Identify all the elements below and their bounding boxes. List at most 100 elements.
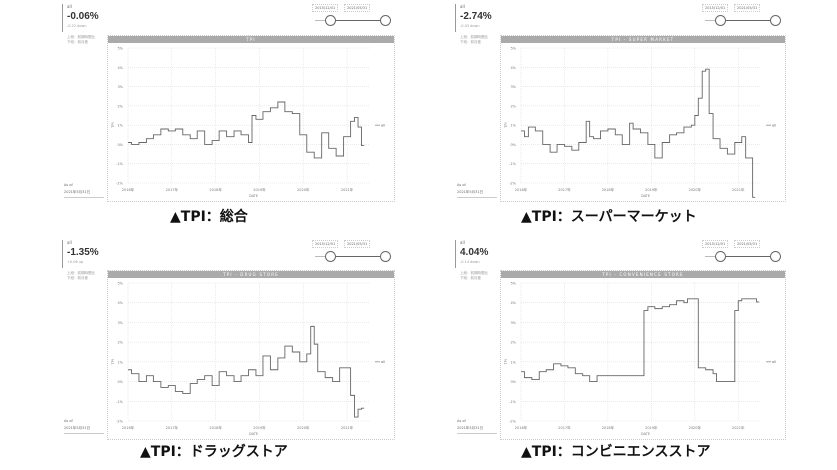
y-tick-label: 5%: [510, 282, 516, 286]
kpi-value: -2.74%: [460, 11, 492, 22]
y-tick-label: 2%: [117, 104, 123, 108]
kpi-accent-bar: [455, 4, 456, 32]
kpi-meta-lower: 下段：前月差: [67, 40, 88, 44]
range-end-date[interactable]: 2021/05/31: [344, 4, 371, 12]
x-tick-label: 2017年: [166, 425, 179, 430]
chart-title-bar: TPI - CONVENIENCE STORE: [501, 271, 785, 278]
slider-end-handle[interactable]: [380, 15, 391, 26]
kpi-meta-lower: 下段：前月差: [460, 276, 481, 280]
y-axis-label: TPI: [111, 359, 115, 365]
chart-container: TPI - CONVENIENCE STORE 5% 4% 3% 2% 1% 0% -1% -…: [500, 270, 786, 440]
slider-start-handle[interactable]: [325, 251, 336, 262]
kpi-meta-upper: 上段：前期時間比: [460, 35, 488, 39]
y-tick-label: 1%: [510, 124, 516, 128]
x-tick-label: 2017年: [166, 187, 179, 192]
y-tick-label: 4%: [117, 301, 123, 305]
chart-container: TPI - DRUG STORE 5% 4% 3% 2% 1% 0% -1% -2% 2016年…: [107, 270, 395, 440]
y-tick-label: 0%: [117, 380, 123, 384]
x-tick-label: 2018年: [209, 187, 222, 192]
kpi-delta: +0.06 up: [67, 260, 84, 264]
x-tick-label: 2020年: [689, 425, 702, 430]
range-end-date[interactable]: 2021/05/31: [734, 240, 761, 248]
slider-end-handle[interactable]: [380, 251, 391, 262]
x-tick-label: 2016年: [515, 425, 528, 430]
kpi-series-label: all: [460, 4, 465, 9]
kpi-meta-upper: 上段：前期時間比: [67, 271, 95, 275]
chart-title-bar: TPI - SUPER MARKET: [501, 36, 785, 43]
chart-title-bar: TPI - DRUG STORE: [108, 271, 394, 278]
kpi-meta-upper: 上段：前期時間比: [460, 271, 488, 275]
step-line-chart[interactable]: 5% 4% 3% 2% 1% 0% -1% -2%2016年 2017年 2018年 2019年 20…: [501, 43, 785, 201]
range-end-date[interactable]: 2021/05/31: [344, 240, 371, 248]
slider-start-handle[interactable]: [325, 15, 336, 26]
y-tick-label: 4%: [510, 301, 516, 305]
kpi-card: all -2.74% -0.03 down 上段：前期時間比 下段：前月差: [455, 2, 515, 47]
as-of-label: As of: [64, 183, 73, 187]
x-tick-label: 2020年: [297, 425, 310, 430]
y-tick-label: 2%: [510, 341, 516, 345]
kpi-card: all 4.04% -0.14 down 上段：前期時間比 下段：前月差: [455, 238, 515, 283]
kpi-accent-bar: [62, 240, 63, 268]
kpi-meta-upper: 上段：前期時間比: [67, 35, 95, 39]
x-tick-label: 2016年: [515, 187, 528, 192]
y-tick-label: 0%: [510, 380, 516, 384]
x-tick-label: 2016年: [122, 425, 135, 430]
kpi-value: -1.35%: [67, 247, 99, 258]
kpi-card: all -0.06% -0.22 down 上段：前期時間比 下段：前月差: [62, 2, 122, 47]
slider-end-handle[interactable]: [770, 15, 781, 26]
y-tick-label: 0%: [510, 143, 516, 147]
slider-track[interactable]: [720, 256, 776, 257]
step-line-chart[interactable]: 5% 4% 3% 2% 1% 0% -1% -2%2016年 2017年 2018年 2019年 20…: [108, 278, 394, 439]
slider-start-handle[interactable]: [715, 15, 726, 26]
y-tick-label: 3%: [510, 85, 516, 89]
y-tick-label: 2%: [117, 341, 123, 345]
date-range-slider[interactable]: 2015/12/01 2021/05/31: [700, 4, 781, 28]
y-tick-label: -2%: [509, 182, 516, 186]
range-start-date[interactable]: 2015/12/01: [702, 240, 729, 248]
x-tick-label: 2021年: [732, 425, 745, 430]
as-of-date: 2021年5月31日: [64, 426, 104, 434]
slider-track[interactable]: [720, 20, 776, 21]
as-of-date: 2021年5月31日: [457, 426, 497, 434]
y-tick-label: -1%: [509, 162, 516, 166]
date-range-slider[interactable]: 2015/12/01 2021/05/31: [310, 4, 391, 28]
step-line-chart[interactable]: 5% 4% 3% 2% 1% 0% -1% -2%2016年 2017年 2018年 2019年 20…: [108, 43, 394, 201]
slider-track[interactable]: [330, 20, 386, 21]
x-tick-label: 2019年: [253, 187, 266, 192]
series-line-all[interactable]: [521, 68, 756, 198]
chart-caption: ▲TPI：コンビニエンスストア: [521, 444, 711, 460]
kpi-accent-bar: [455, 240, 456, 268]
kpi-card: all -1.35% +0.06 up 上段：前期時間比 下段：前月差: [62, 238, 122, 283]
kpi-value: -0.06%: [67, 11, 99, 22]
slider-track-inactive: [705, 256, 720, 257]
y-tick-label: 4%: [510, 66, 516, 70]
kpi-series-label: all: [67, 240, 72, 245]
range-start-date[interactable]: 2015/12/01: [312, 240, 339, 248]
x-tick-label: 2018年: [602, 187, 615, 192]
x-tick-label: 2020年: [689, 187, 702, 192]
kpi-delta: -0.22 down: [67, 24, 87, 28]
y-tick-label: 4%: [117, 66, 123, 70]
y-tick-label: 5%: [510, 47, 516, 51]
range-start-date[interactable]: 2015/12/01: [312, 4, 339, 12]
series-line-all[interactable]: [521, 298, 760, 383]
y-tick-label: 0%: [117, 143, 123, 147]
slider-start-handle[interactable]: [715, 251, 726, 262]
slider-track[interactable]: [330, 256, 386, 257]
range-end-date[interactable]: 2021/05/31: [734, 4, 761, 12]
x-tick-label: 2018年: [209, 425, 222, 430]
series-line-all[interactable]: [128, 101, 365, 159]
date-range-slider[interactable]: 2015/12/01 2021/05/31: [310, 240, 391, 264]
step-line-chart[interactable]: 5% 4% 3% 2% 1% 0% -1% -2%2016年 2017年 2018年 2019年 20…: [501, 278, 785, 439]
range-start-date[interactable]: 2015/12/01: [702, 4, 729, 12]
chart-caption: ▲TPI：ドラッグストア: [140, 444, 288, 460]
slider-end-handle[interactable]: [770, 251, 781, 262]
kpi-series-label: all: [460, 240, 465, 245]
kpi-meta-lower: 下段：前月差: [67, 276, 88, 280]
y-tick-label: 3%: [510, 321, 516, 325]
y-tick-label: 1%: [117, 124, 123, 128]
date-range-slider[interactable]: 2015/12/01 2021/05/31: [700, 240, 781, 264]
series-line-all[interactable]: [128, 325, 365, 418]
y-tick-label: -1%: [116, 400, 123, 404]
legend-label: all: [381, 360, 385, 364]
